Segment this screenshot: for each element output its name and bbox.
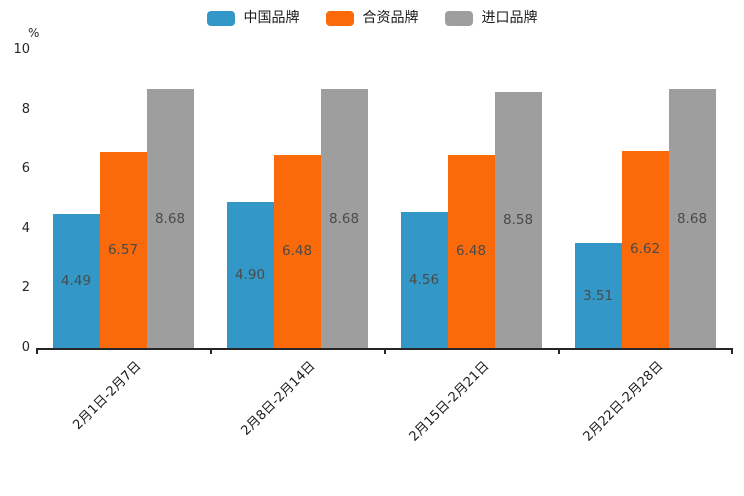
y-tick-label: 8 xyxy=(21,101,30,117)
bar-value-label: 6.48 xyxy=(455,243,487,260)
y-tick-label: 4 xyxy=(21,220,30,236)
x-axis-tick xyxy=(558,348,560,354)
legend-label-import-brand: 进口品牌 xyxy=(481,10,538,26)
bar-value-label: 3.51 xyxy=(582,287,614,304)
x-tick-label: 2月8日-2月14日 xyxy=(238,358,319,439)
legend-label-joint-venture-brand: 合资品牌 xyxy=(362,10,419,26)
bar-value-label: 6.57 xyxy=(107,242,139,259)
legend: 中国品牌 合资品牌 进口品牌 xyxy=(0,8,744,28)
bar-value-label: 4.56 xyxy=(408,272,440,289)
legend-item-china-brand: 中国品牌 xyxy=(206,8,300,28)
legend-item-import-brand: 进口品牌 xyxy=(444,8,538,28)
bar xyxy=(146,89,194,348)
y-tick-label: 10 xyxy=(13,42,30,57)
bar-value-label: 8.68 xyxy=(328,210,360,227)
bar xyxy=(574,243,622,348)
bar xyxy=(400,212,448,348)
y-tick-label: 0 xyxy=(21,340,30,355)
legend-swatch-import-brand xyxy=(444,10,473,26)
x-tick-label: 2月1日-2月7日 xyxy=(70,358,145,433)
bar-value-label: 8.68 xyxy=(676,210,708,227)
bar xyxy=(621,150,669,348)
legend-label-china-brand: 中国品牌 xyxy=(243,10,300,26)
x-tick-label: 2月22日-2月28日 xyxy=(580,358,667,445)
bar xyxy=(668,89,716,348)
bar xyxy=(273,154,321,348)
y-axis-unit-label: % xyxy=(28,26,40,40)
bar-value-label: 4.90 xyxy=(234,266,266,283)
x-axis-tick xyxy=(210,348,212,354)
x-axis-tick xyxy=(384,348,386,354)
bar-value-label: 6.62 xyxy=(629,241,661,258)
bar-value-label: 8.68 xyxy=(154,210,186,227)
y-tick-label: 2 xyxy=(21,280,30,296)
bar xyxy=(320,89,368,348)
bar xyxy=(99,152,147,348)
bar-value-label: 8.58 xyxy=(502,212,534,229)
bar-value-label: 4.49 xyxy=(60,273,92,290)
legend-swatch-joint-venture-brand xyxy=(325,10,354,26)
legend-swatch-china-brand xyxy=(206,10,235,26)
legend-item-joint-venture-brand: 合资品牌 xyxy=(325,8,419,28)
x-axis-tick xyxy=(36,348,38,354)
bar xyxy=(52,214,100,348)
x-axis-tick xyxy=(731,348,733,354)
bar xyxy=(226,201,274,348)
bar xyxy=(447,154,495,348)
y-tick-label: 6 xyxy=(21,161,30,177)
x-tick-label: 2月15日-2月21日 xyxy=(406,358,493,445)
bar-value-label: 6.48 xyxy=(281,243,313,260)
bar xyxy=(494,92,542,348)
